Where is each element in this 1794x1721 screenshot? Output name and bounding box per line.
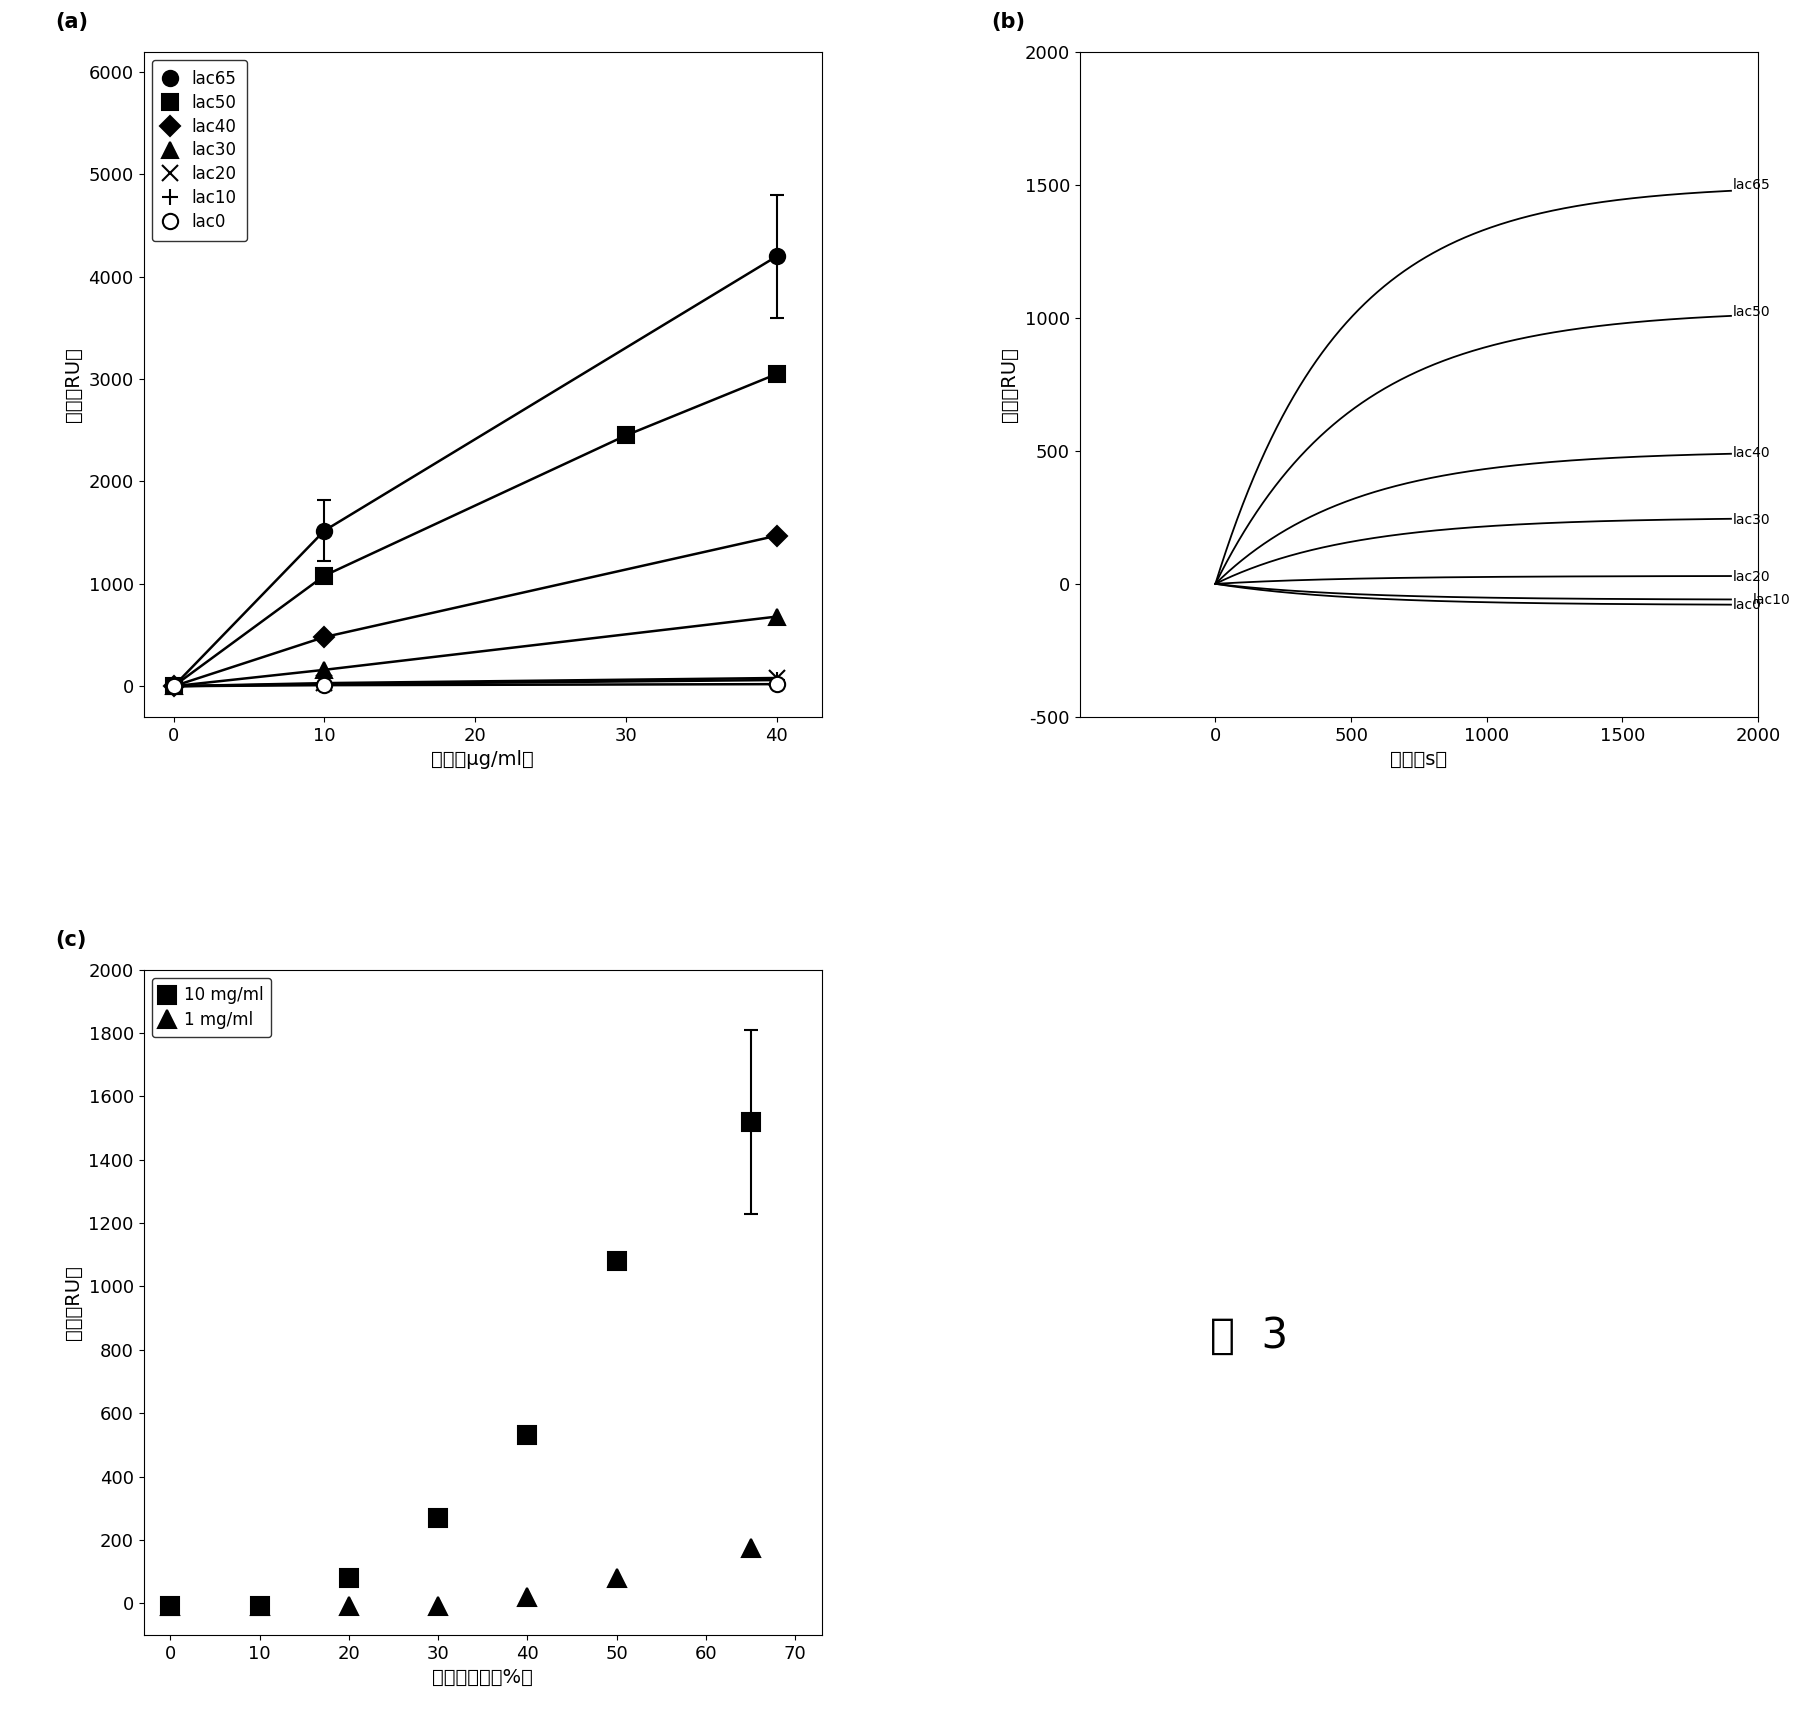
Y-axis label: 吸附（RU）: 吸附（RU）: [65, 348, 83, 422]
Text: lac50: lac50: [1733, 305, 1771, 320]
Text: (c): (c): [56, 929, 86, 950]
Text: 图  3: 图 3: [1211, 1315, 1288, 1356]
Text: lac40: lac40: [1733, 446, 1771, 461]
Text: lac65: lac65: [1733, 177, 1771, 191]
Text: lac20: lac20: [1733, 570, 1771, 583]
Text: (b): (b): [992, 12, 1026, 31]
Y-axis label: 吸附（RU）: 吸附（RU）: [999, 348, 1019, 422]
Y-axis label: 吸附（RU）: 吸附（RU）: [65, 1265, 83, 1339]
Text: lac30: lac30: [1733, 513, 1771, 527]
X-axis label: 浓度（μg/ml）: 浓度（μg/ml）: [431, 750, 535, 769]
Text: (a): (a): [56, 12, 88, 31]
Legend: lac65, lac50, lac40, lac30, lac20, lac10, lac0: lac65, lac50, lac40, lac30, lac20, lac10…: [152, 60, 248, 241]
Legend: 10 mg/ml, 1 mg/ml: 10 mg/ml, 1 mg/ml: [152, 978, 271, 1038]
X-axis label: 时间（s）: 时间（s）: [1390, 750, 1448, 769]
X-axis label: 乳糖官能价（%）: 乳糖官能价（%）: [432, 1668, 533, 1687]
Text: lac0: lac0: [1733, 599, 1762, 613]
Text: lac10: lac10: [1753, 592, 1790, 608]
